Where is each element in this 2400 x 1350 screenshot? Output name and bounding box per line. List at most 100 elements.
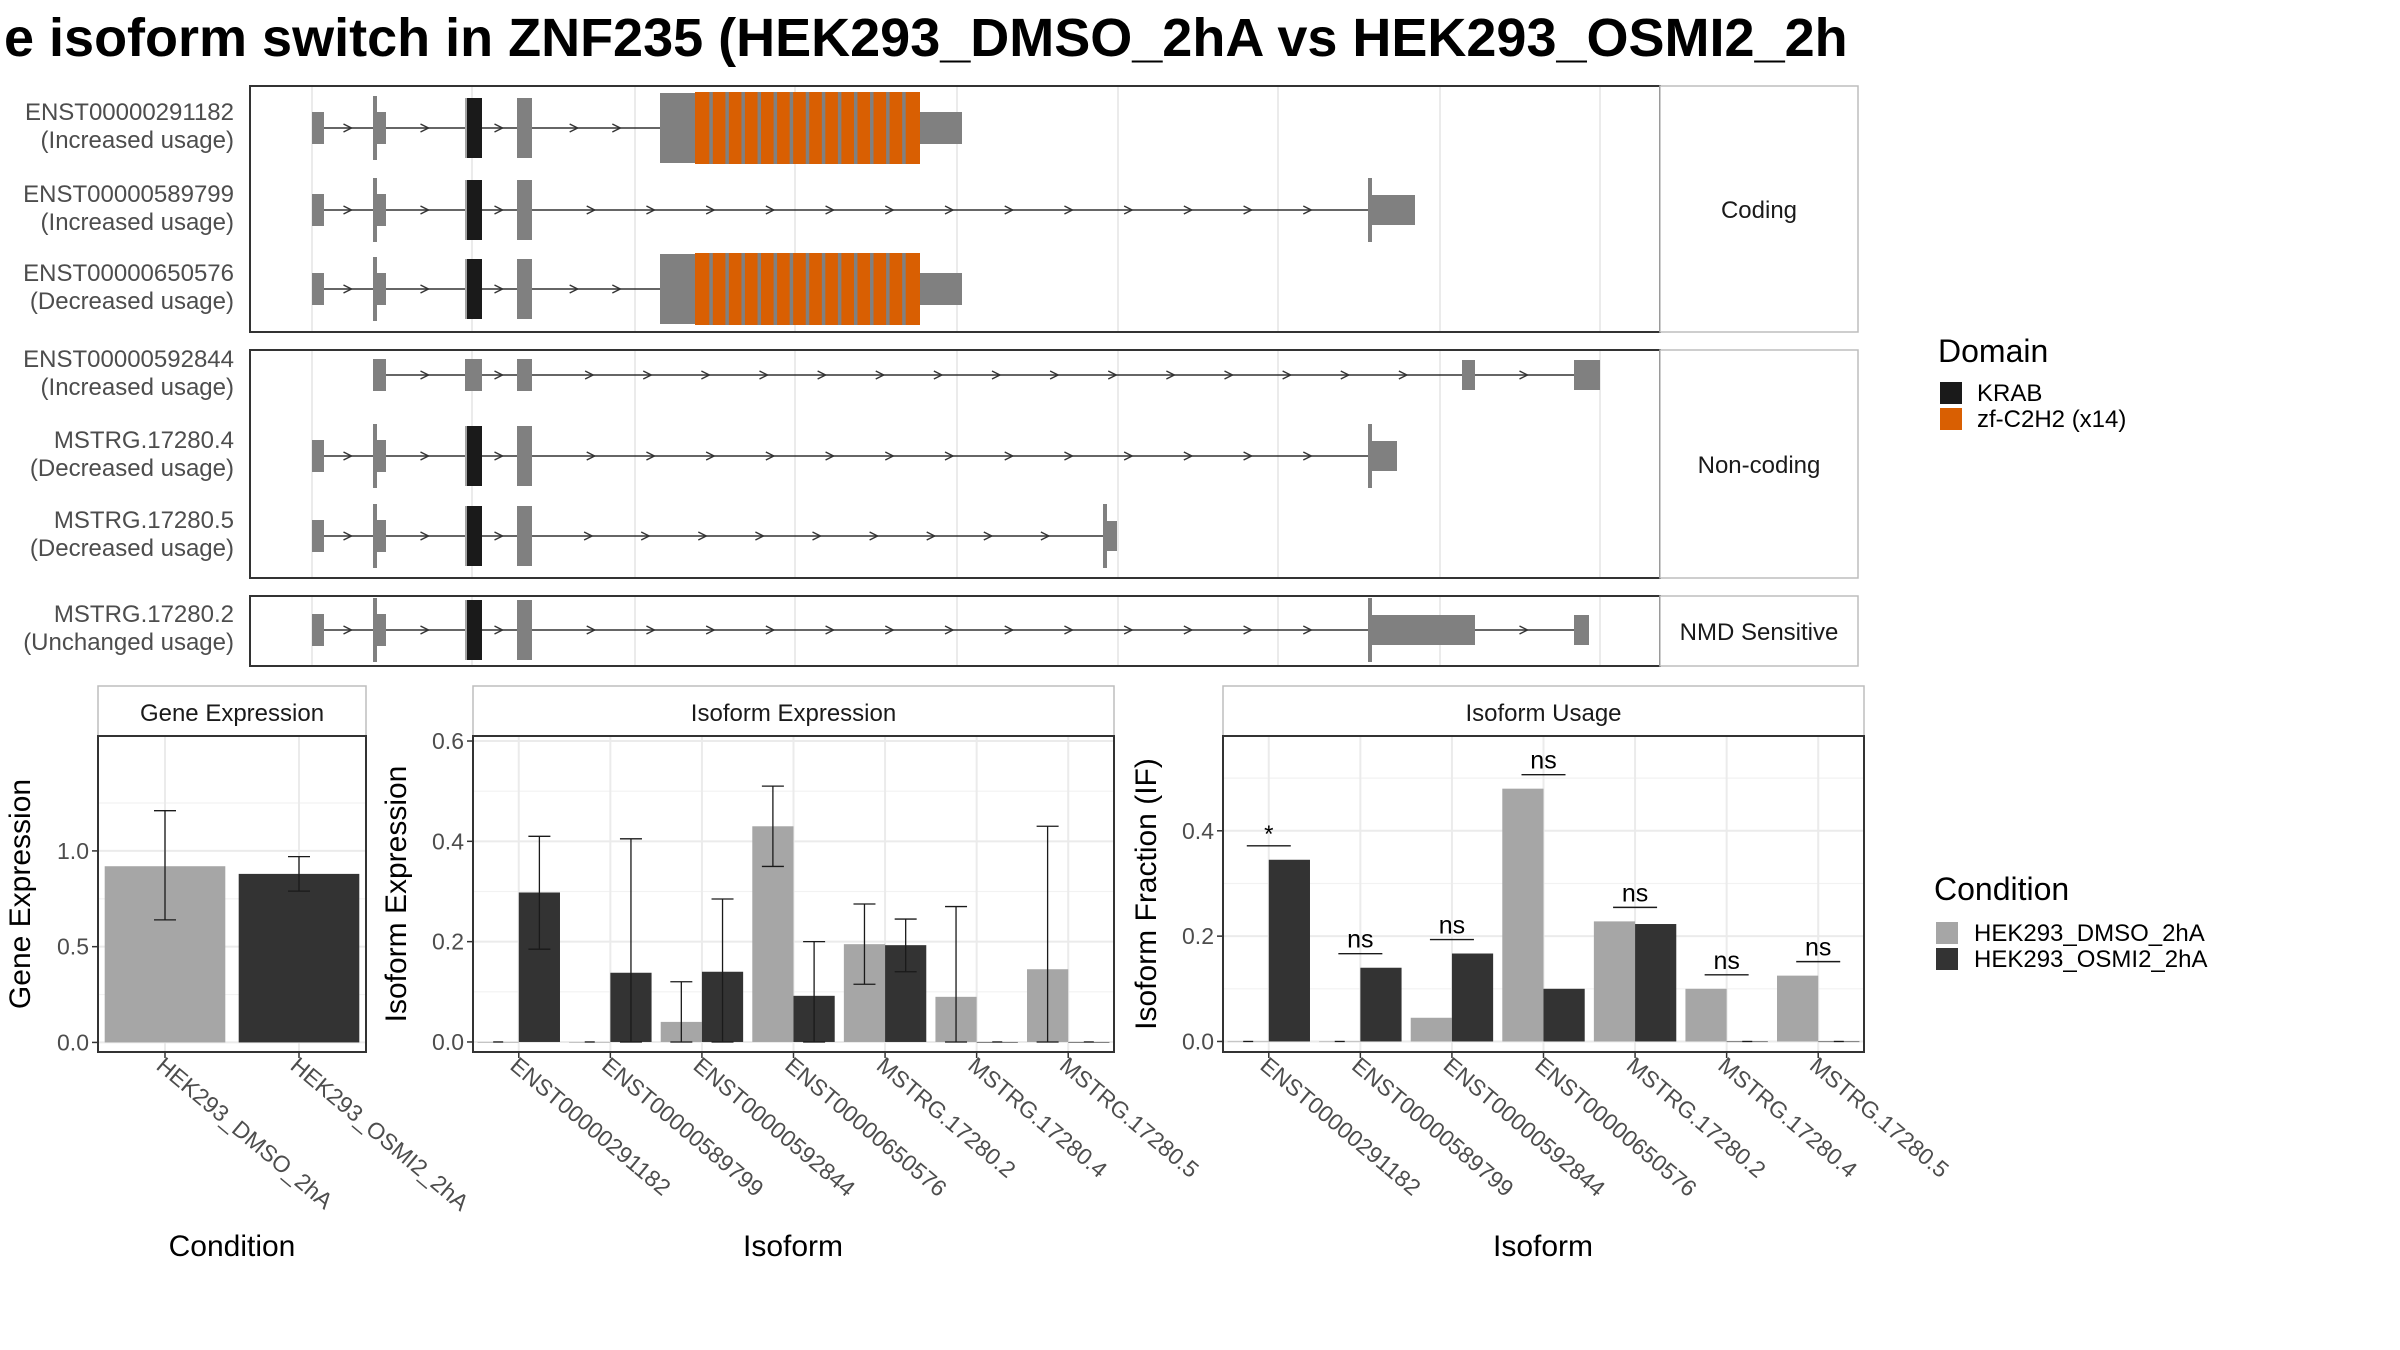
strand-arrow bbox=[494, 451, 505, 461]
chart-strip-label: Isoform Expression bbox=[691, 700, 896, 727]
strand-arrow bbox=[812, 531, 823, 541]
strand-arrow bbox=[642, 370, 653, 380]
strand-arrow bbox=[759, 370, 770, 380]
strand-arrow bbox=[1107, 370, 1118, 380]
strand-arrow bbox=[1183, 625, 1194, 635]
transcript-id: ENST00000589799 bbox=[23, 181, 234, 208]
strand-arrow bbox=[705, 625, 716, 635]
significance-label: ns bbox=[1347, 926, 1373, 954]
strand-arrow bbox=[1123, 205, 1134, 215]
krab-domain bbox=[465, 506, 482, 566]
strand-arrow bbox=[586, 625, 597, 635]
strand-arrow bbox=[1123, 451, 1134, 461]
strand-arrow bbox=[1040, 531, 1051, 541]
strand-arrow bbox=[569, 284, 580, 294]
significance-label: ns bbox=[1713, 947, 1739, 975]
chart-isoform-expression: Isoform Expression 0.0 0.2 0.4 0.6 ENST000002… bbox=[380, 685, 1204, 1263]
exon bbox=[465, 359, 482, 391]
strand-arrow bbox=[884, 205, 895, 215]
x-tick-label: ENST00000291182 bbox=[506, 1052, 676, 1201]
strand-arrow bbox=[884, 451, 895, 461]
exon bbox=[312, 440, 324, 472]
exon bbox=[920, 112, 962, 144]
strand-arrow bbox=[817, 370, 828, 380]
y-axis-title: Isoform Fraction (IF) bbox=[1130, 758, 1163, 1030]
significance-label: ns bbox=[1805, 934, 1831, 962]
exon-boundary bbox=[373, 178, 377, 242]
group-strip-label: Non-coding bbox=[1698, 452, 1821, 479]
y-axis-title: Isoform Expression bbox=[380, 766, 413, 1023]
strand-arrow bbox=[343, 531, 354, 541]
strand-arrow bbox=[1004, 205, 1015, 215]
bar bbox=[1685, 988, 1727, 1042]
domain-legend-key bbox=[1940, 408, 1962, 430]
transcript-row: ENST00000589799(Increased usage) bbox=[23, 178, 1415, 242]
strand-arrow bbox=[494, 284, 505, 294]
x-tick-label: ENST00000589799 bbox=[597, 1052, 769, 1202]
transcript-id: ENST00000650576 bbox=[23, 260, 234, 287]
strand-arrow bbox=[1282, 370, 1293, 380]
strand-arrow bbox=[494, 205, 505, 215]
bar bbox=[1268, 859, 1310, 1042]
krab-domain bbox=[465, 98, 482, 158]
significance-label: ns bbox=[1622, 879, 1648, 907]
bar bbox=[1502, 788, 1544, 1042]
bar bbox=[1360, 967, 1402, 1042]
strand-arrow bbox=[420, 451, 431, 461]
condition-legend-label: HEK293_OSMI2_2hA bbox=[1974, 946, 2207, 973]
exon bbox=[312, 194, 324, 226]
strand-arrow bbox=[1123, 625, 1134, 635]
strand-arrow bbox=[584, 370, 595, 380]
exon bbox=[517, 180, 532, 240]
transcript-usage: (Decreased usage) bbox=[30, 455, 234, 482]
strand-arrow bbox=[343, 123, 354, 133]
strand-arrow bbox=[1004, 451, 1015, 461]
y-tick-label: 0.0 bbox=[57, 1029, 89, 1055]
transcript-usage: (Decreased usage) bbox=[30, 535, 234, 562]
strand-arrow bbox=[875, 370, 886, 380]
strand-arrow bbox=[1519, 370, 1530, 380]
strand-arrow bbox=[494, 123, 505, 133]
strand-arrow bbox=[583, 531, 594, 541]
exon bbox=[1368, 178, 1372, 242]
strand-arrow bbox=[494, 625, 505, 635]
exon bbox=[373, 359, 386, 391]
strand-arrow bbox=[646, 625, 656, 635]
krab-domain bbox=[465, 259, 482, 319]
strand-arrow bbox=[944, 451, 955, 461]
condition-legend-key bbox=[1936, 948, 1958, 970]
strand-arrow bbox=[1064, 451, 1074, 461]
strand-arrow bbox=[825, 625, 836, 635]
strand-arrow bbox=[1302, 451, 1313, 461]
strand-arrow bbox=[933, 370, 944, 380]
strand-arrow bbox=[586, 451, 597, 461]
figure-title: e isoform switch in ZNF235 (HEK293_DMSO_… bbox=[4, 8, 1848, 68]
strand-arrow bbox=[1004, 625, 1015, 635]
strand-arrow bbox=[343, 284, 354, 294]
bar bbox=[1777, 975, 1819, 1042]
bar bbox=[1451, 953, 1494, 1042]
bar bbox=[1543, 988, 1585, 1042]
exon-boundary bbox=[373, 424, 377, 488]
plot-border bbox=[97, 735, 367, 1053]
strand-arrow bbox=[494, 531, 505, 541]
chart-strip bbox=[472, 685, 1115, 737]
strand-arrow bbox=[646, 205, 656, 215]
strand-arrow bbox=[586, 205, 597, 215]
strand-arrow bbox=[765, 205, 776, 215]
exon bbox=[312, 520, 324, 552]
strand-arrow bbox=[1166, 370, 1176, 380]
condition-legend-label: HEK293_DMSO_2hA bbox=[1974, 920, 2205, 947]
transcript-id: ENST00000291182 bbox=[25, 99, 234, 126]
transcript-usage: (Increased usage) bbox=[41, 209, 234, 236]
exon bbox=[517, 359, 532, 391]
exon bbox=[1103, 504, 1107, 568]
chart-strip-label: Isoform Usage bbox=[1465, 700, 1621, 727]
exon bbox=[312, 273, 324, 305]
strand-arrow bbox=[944, 625, 955, 635]
x-tick-label: ENST00000589799 bbox=[1347, 1052, 1519, 1202]
exon bbox=[517, 506, 532, 566]
bar bbox=[1410, 1017, 1452, 1042]
strand-arrow bbox=[1243, 625, 1254, 635]
